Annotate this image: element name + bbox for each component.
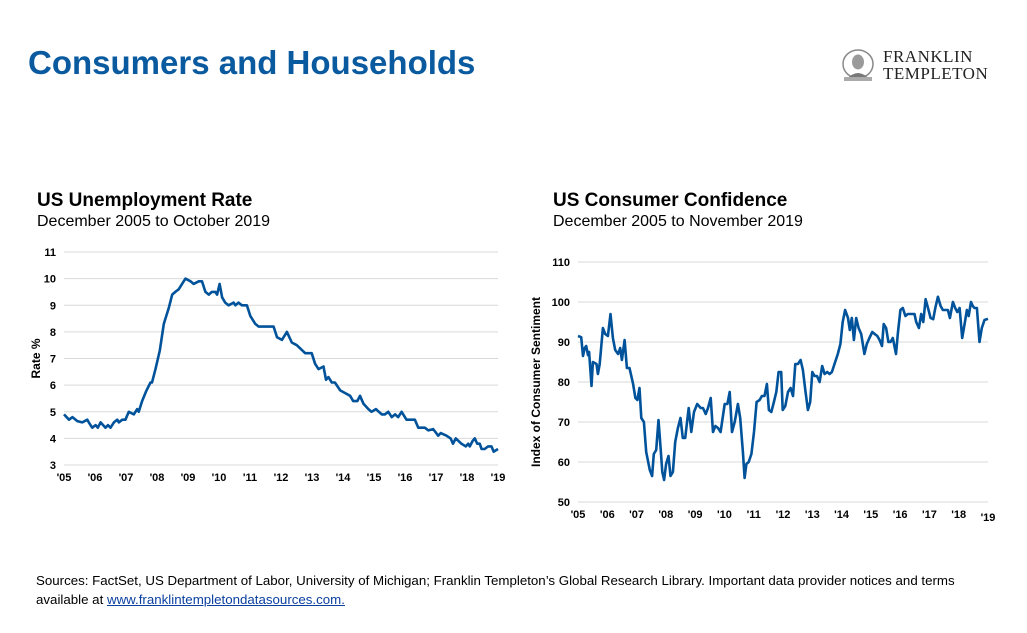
y-tick-label: 5	[50, 407, 56, 419]
x-tick-label: '18	[951, 509, 966, 521]
y-tick-label: 9	[50, 300, 56, 312]
x-tick-label: '19	[981, 512, 996, 524]
x-tick-label: '17	[429, 472, 444, 484]
y-tick-label: 4	[50, 433, 57, 445]
x-tick-label: '08	[658, 509, 673, 521]
x-tick-label: '09	[181, 472, 196, 484]
series-line	[577, 295, 989, 482]
x-tick-label: '07	[119, 472, 134, 484]
x-tick-label: '13	[305, 472, 320, 484]
series-line	[63, 277, 499, 453]
y-tick-label: 11	[44, 247, 56, 259]
x-tick-label: '13	[805, 509, 820, 521]
sources-note: Sources: FactSet, US Department of Labor…	[36, 571, 996, 609]
x-tick-label: '14	[336, 472, 352, 484]
y-tick-label: 110	[552, 257, 570, 269]
x-tick-label: '06	[600, 509, 615, 521]
logo-wordmark: FRANKLIN TEMPLETON	[883, 47, 989, 83]
x-tick-label: '11	[243, 472, 257, 484]
chart-title-confidence: US Consumer Confidence	[553, 190, 788, 211]
franklin-templeton-logo: FRANKLIN TEMPLETON	[840, 48, 1000, 84]
x-tick-label: '05	[57, 472, 72, 484]
chart-title-unemployment: US Unemployment Rate	[37, 190, 253, 211]
x-tick-label: '17	[922, 509, 937, 521]
y-tick-label: 50	[558, 497, 570, 509]
y-tick-label: 80	[558, 377, 570, 389]
y-axis-label: Rate %	[29, 338, 43, 378]
y-tick-label: 60	[558, 457, 570, 469]
y-tick-label: 70	[558, 417, 570, 429]
x-tick-label: '10	[717, 509, 732, 521]
x-tick-label: '07	[629, 509, 644, 521]
y-tick-label: 10	[44, 274, 56, 286]
chart-subtitle-unemployment: December 2005 to October 2019	[37, 213, 271, 230]
data-sources-link[interactable]: www.franklintempletondatasources.com.	[106, 592, 345, 607]
x-tick-label: '11	[747, 509, 761, 521]
portrait-seal-icon	[842, 49, 874, 81]
x-tick-label: '08	[150, 472, 165, 484]
x-tick-label: '09	[688, 509, 703, 521]
y-tick-label: 90	[558, 337, 570, 349]
y-tick-label: 7	[50, 354, 56, 366]
y-tick-label: 3	[50, 460, 56, 472]
x-tick-label: '10	[212, 472, 227, 484]
x-tick-label: '12	[776, 509, 791, 521]
x-tick-label: '06	[88, 472, 103, 484]
sources-text: Sources: FactSet, US Department of Labor…	[36, 573, 955, 607]
y-tick-label: 8	[50, 327, 56, 339]
chart-subtitle-confidence: December 2005 to November 2019	[553, 213, 803, 230]
y-tick-label: 6	[50, 380, 56, 392]
y-tick-label: 100	[552, 297, 570, 309]
x-tick-label: '19	[491, 472, 506, 484]
page-title: Consumers and Households	[28, 44, 476, 81]
y-axis-label: Index of Consumer Sentiment	[529, 297, 543, 467]
x-tick-label: '16	[398, 472, 413, 484]
x-tick-label: '15	[367, 472, 382, 484]
x-tick-label: '18	[460, 472, 475, 484]
x-tick-label: '12	[274, 472, 289, 484]
x-tick-label: '05	[571, 509, 586, 521]
x-tick-label: '16	[893, 509, 908, 521]
x-tick-label: '15	[863, 509, 878, 521]
x-tick-label: '14	[834, 509, 850, 521]
